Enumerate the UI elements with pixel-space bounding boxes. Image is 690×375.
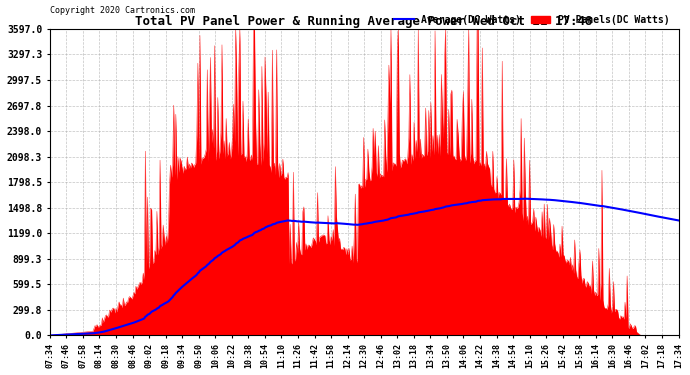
- Legend: Average(DC Watts), PV Panels(DC Watts): Average(DC Watts), PV Panels(DC Watts): [391, 11, 673, 28]
- Text: Copyright 2020 Cartronics.com: Copyright 2020 Cartronics.com: [50, 6, 195, 15]
- Title: Total PV Panel Power & Running Average Power Wed Oct 21 17:48: Total PV Panel Power & Running Average P…: [135, 15, 593, 28]
